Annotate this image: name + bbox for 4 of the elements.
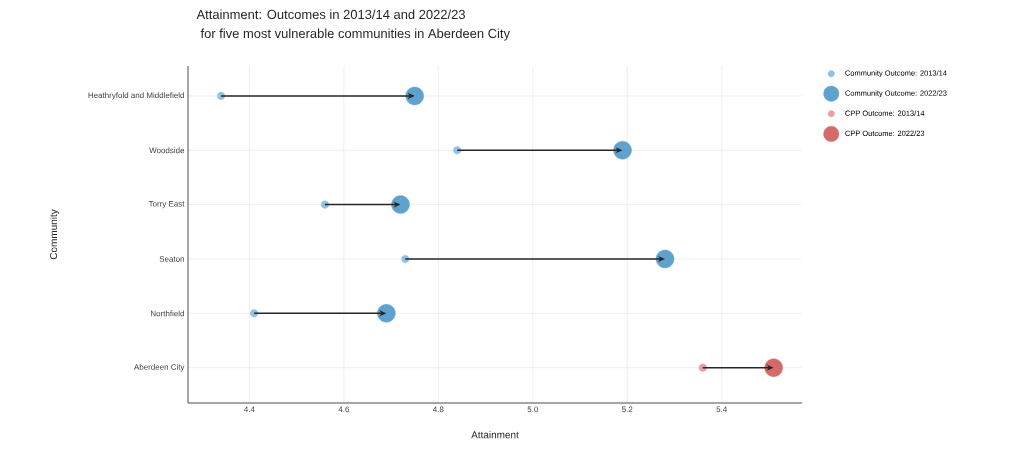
x-axis-title: Attainment	[471, 431, 519, 439]
chart-title: Attainment: Outcomes in 2013/14 and 2022/23	[196, 9, 465, 20]
y-axis-title: Community	[49, 209, 60, 260]
chart-subtitle: for five most vulnerable communities in Aberdeen City	[200, 28, 510, 41]
